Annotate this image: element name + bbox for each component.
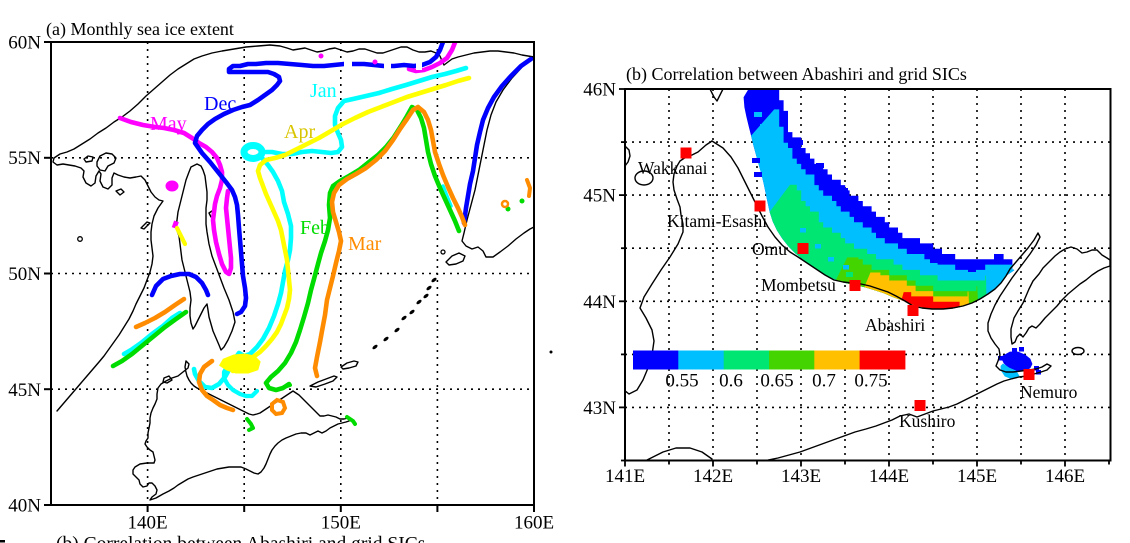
svg-text:(b) Correlation between Abashi: (b) Correlation between Abashiri and gri… xyxy=(56,534,425,543)
svg-text:145E: 145E xyxy=(957,466,997,487)
svg-text:44N: 44N xyxy=(583,292,616,313)
svg-text:Apr: Apr xyxy=(284,121,315,143)
svg-text:Mar: Mar xyxy=(348,233,382,255)
svg-text:0.65: 0.65 xyxy=(760,371,793,392)
svg-text:150E: 150E xyxy=(321,513,361,534)
svg-text:(b) Correlation between Abashi: (b) Correlation between Abashiri and gri… xyxy=(626,64,967,85)
svg-text:144E: 144E xyxy=(869,466,909,487)
svg-text:Kitami-Esashi: Kitami-Esashi xyxy=(667,211,767,231)
svg-text:140E: 140E xyxy=(128,513,168,534)
svg-text:43N: 43N xyxy=(583,398,616,419)
svg-text:0.7: 0.7 xyxy=(812,371,836,392)
svg-text:Jan: Jan xyxy=(310,80,337,102)
svg-text:46N: 46N xyxy=(583,80,616,101)
svg-text:Feb: Feb xyxy=(300,217,330,239)
svg-text:0.75: 0.75 xyxy=(854,371,887,392)
svg-text:50N: 50N xyxy=(8,264,41,285)
svg-text:Omu: Omu xyxy=(752,239,787,259)
svg-text:0.6: 0.6 xyxy=(719,371,743,392)
svg-text:40N: 40N xyxy=(8,496,41,517)
svg-text:Dec: Dec xyxy=(204,93,236,115)
svg-text:143E: 143E xyxy=(781,466,821,487)
svg-text:May: May xyxy=(150,113,187,135)
svg-text:45N: 45N xyxy=(8,380,41,401)
svg-text:146E: 146E xyxy=(1045,466,1085,487)
svg-text:55N: 55N xyxy=(8,148,41,169)
svg-text:0.55: 0.55 xyxy=(665,371,698,392)
svg-text:Kushiro: Kushiro xyxy=(899,411,956,431)
svg-text:142E: 142E xyxy=(693,466,733,487)
svg-text:60N: 60N xyxy=(8,33,41,54)
svg-text:141E: 141E xyxy=(605,466,645,487)
svg-text:Mombetsu: Mombetsu xyxy=(761,275,836,295)
svg-text:Nemuro: Nemuro xyxy=(1020,382,1078,402)
svg-text:45N: 45N xyxy=(583,186,616,207)
svg-text:160E: 160E xyxy=(514,513,554,534)
svg-text:Wakkanai: Wakkanai xyxy=(638,158,708,178)
svg-text:Abashiri: Abashiri xyxy=(865,315,925,335)
svg-text:(a) Monthly sea ice extent: (a) Monthly sea ice extent xyxy=(46,19,234,40)
